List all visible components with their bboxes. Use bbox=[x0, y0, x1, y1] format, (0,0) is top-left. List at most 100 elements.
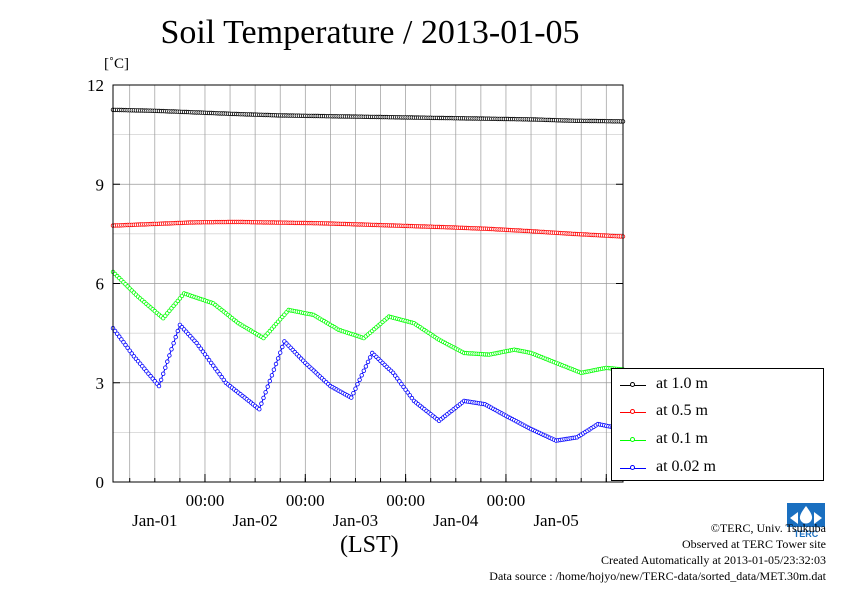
data-point bbox=[202, 352, 208, 357]
x-tick-date-label: Jan-01 bbox=[132, 511, 177, 530]
data-point bbox=[395, 376, 400, 381]
x-tick-date-label: Jan-02 bbox=[232, 511, 277, 530]
y-tick-label: 9 bbox=[96, 175, 105, 194]
data-point bbox=[158, 377, 164, 383]
logo-text: TERC bbox=[794, 529, 819, 539]
data-point bbox=[211, 363, 216, 368]
legend-label: at 0.5 m bbox=[656, 402, 708, 419]
data-point bbox=[169, 347, 174, 352]
x-tick-date-label: Jan-04 bbox=[433, 511, 479, 530]
data-point bbox=[194, 340, 199, 346]
data-point bbox=[349, 395, 354, 400]
y-tick-label: 0 bbox=[96, 473, 105, 492]
source-text: Data source : /home/hojyo/new/TERC-data/… bbox=[489, 569, 826, 583]
data-point bbox=[390, 370, 396, 375]
data-point bbox=[200, 349, 206, 354]
y-unit-label: [˚C] bbox=[104, 56, 129, 72]
x-tick-time-label: 00:00 bbox=[487, 491, 526, 510]
data-point bbox=[353, 386, 358, 391]
terc-logo-icon: TERC bbox=[787, 503, 825, 539]
series-layer bbox=[110, 107, 626, 443]
data-point bbox=[269, 373, 275, 378]
data-point bbox=[160, 371, 166, 376]
data-point bbox=[127, 348, 132, 353]
data-point bbox=[271, 367, 277, 372]
data-point bbox=[114, 331, 120, 336]
legend-label: at 1.0 m bbox=[656, 375, 708, 392]
x-tick-time-label: 00:00 bbox=[186, 491, 225, 510]
data-point bbox=[393, 373, 398, 378]
x-tick-date-label: Jan-03 bbox=[333, 511, 378, 530]
chart-title: Soil Temperature / 2013-01-05 bbox=[160, 14, 580, 51]
data-point bbox=[215, 369, 220, 374]
data-point bbox=[363, 364, 369, 369]
data-point bbox=[257, 407, 262, 412]
data-point bbox=[365, 359, 371, 365]
data-point bbox=[167, 353, 172, 358]
data-point bbox=[173, 334, 178, 340]
legend-marker-icon bbox=[630, 437, 635, 442]
legend-label: at 0.02 m bbox=[656, 458, 716, 475]
data-point bbox=[261, 395, 266, 401]
data-point bbox=[198, 346, 203, 351]
legend-entry-05m: at 0.5 m bbox=[612, 401, 823, 421]
data-point bbox=[219, 374, 224, 380]
legend-marker-icon bbox=[630, 465, 635, 470]
data-point bbox=[351, 391, 356, 396]
series-at-0-1-m bbox=[110, 269, 626, 375]
data-point bbox=[206, 357, 212, 363]
data-point bbox=[367, 355, 373, 360]
grid-lines bbox=[113, 85, 623, 482]
axis-labels: 0 3 6 9 12 00:00 Jan-01 00:00 Jan-02 00:00 Jan-03 0… bbox=[87, 76, 623, 530]
legend-marker-icon bbox=[630, 409, 635, 414]
data-point bbox=[117, 334, 122, 339]
y-tick-label: 12 bbox=[87, 76, 104, 95]
data-point bbox=[125, 345, 130, 350]
legend: at 1.0 m at 0.5 m at 0.1 m at 0.02 m bbox=[611, 368, 824, 481]
x-tick-date-label: Jan-05 bbox=[533, 511, 578, 530]
legend-entry-01m: at 0.1 m bbox=[612, 429, 823, 449]
created-text: Created Automatically at 2013-01-05/23:3… bbox=[601, 553, 826, 567]
data-point bbox=[273, 361, 279, 367]
legend-marker-icon bbox=[630, 382, 635, 387]
data-point bbox=[407, 393, 412, 398]
data-point bbox=[196, 343, 201, 349]
data-point bbox=[403, 387, 408, 392]
data-point bbox=[359, 373, 364, 378]
y-tick-label: 6 bbox=[96, 275, 105, 294]
x-axis-label: (LST) bbox=[340, 532, 399, 558]
data-point bbox=[213, 366, 218, 371]
data-point bbox=[165, 359, 170, 364]
data-point bbox=[405, 390, 410, 395]
data-point bbox=[221, 377, 226, 383]
copyright-text: ©TERC, Univ. Tsukuba bbox=[710, 521, 826, 535]
data-point bbox=[263, 390, 268, 395]
legend-entry-002m: at 0.02 m bbox=[612, 457, 823, 477]
y-tick-label: 3 bbox=[96, 374, 105, 393]
data-point bbox=[163, 365, 168, 370]
data-point bbox=[204, 355, 210, 360]
observed-text: Observed at TERC Tower site bbox=[681, 537, 826, 551]
x-tick-time-label: 00:00 bbox=[386, 491, 425, 510]
data-point bbox=[175, 328, 180, 334]
data-point bbox=[119, 337, 124, 342]
data-point bbox=[409, 395, 415, 401]
credits-block: ©TERC, Univ. Tsukuba Observed at TERC To… bbox=[489, 520, 826, 584]
data-point bbox=[399, 381, 404, 387]
data-point bbox=[355, 382, 360, 387]
data-point bbox=[123, 342, 128, 348]
data-point bbox=[129, 351, 134, 356]
data-point bbox=[156, 383, 162, 389]
data-point bbox=[217, 372, 222, 377]
x-tick-time-label: 00:00 bbox=[286, 491, 325, 510]
legend-label: at 0.1 m bbox=[656, 430, 708, 447]
data-point bbox=[401, 384, 406, 390]
series-at-1-0-m bbox=[110, 107, 626, 124]
data-point bbox=[259, 401, 264, 406]
legend-entry-1m: at 1.0 m bbox=[612, 374, 823, 394]
data-point bbox=[357, 377, 362, 382]
data-point bbox=[275, 356, 281, 361]
data-point bbox=[267, 378, 272, 384]
data-point bbox=[208, 360, 214, 366]
